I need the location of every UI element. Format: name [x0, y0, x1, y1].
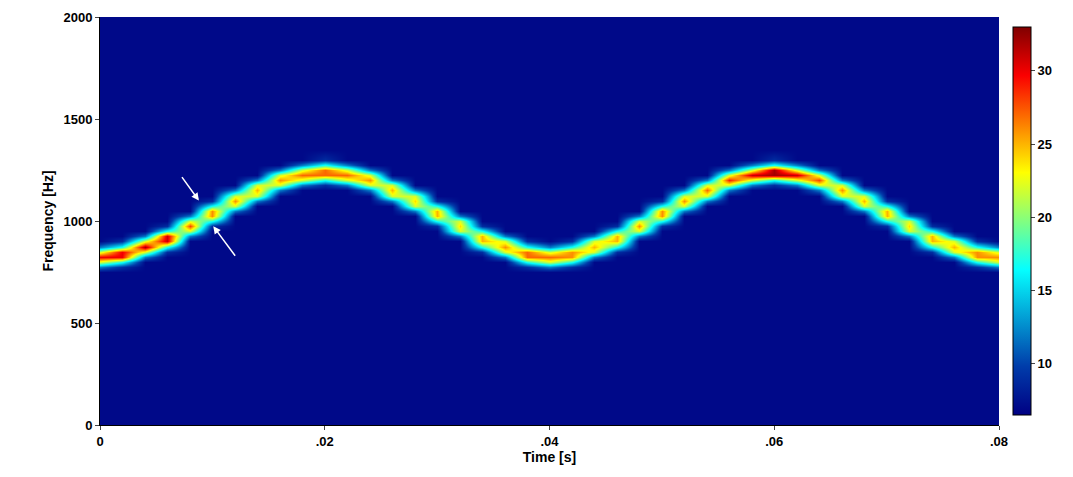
- svg-text:500: 500: [71, 316, 93, 331]
- svg-text:15: 15: [1038, 283, 1052, 298]
- svg-text:10: 10: [1038, 356, 1052, 371]
- svg-text:30: 30: [1038, 63, 1052, 78]
- svg-text:.04: .04: [540, 434, 559, 449]
- svg-text:1500: 1500: [63, 112, 92, 127]
- svg-text:.08: .08: [990, 434, 1008, 449]
- svg-text:Time [s]: Time [s]: [523, 449, 576, 465]
- svg-text:0: 0: [96, 434, 103, 449]
- svg-text:Frequency [Hz]: Frequency [Hz]: [40, 170, 56, 271]
- svg-text:20: 20: [1038, 210, 1052, 225]
- svg-text:.02: .02: [316, 434, 334, 449]
- svg-text:.06: .06: [765, 434, 783, 449]
- svg-text:25: 25: [1038, 137, 1052, 152]
- svg-text:1000: 1000: [63, 214, 92, 229]
- svg-text:2000: 2000: [63, 10, 92, 25]
- svg-text:0: 0: [85, 418, 92, 433]
